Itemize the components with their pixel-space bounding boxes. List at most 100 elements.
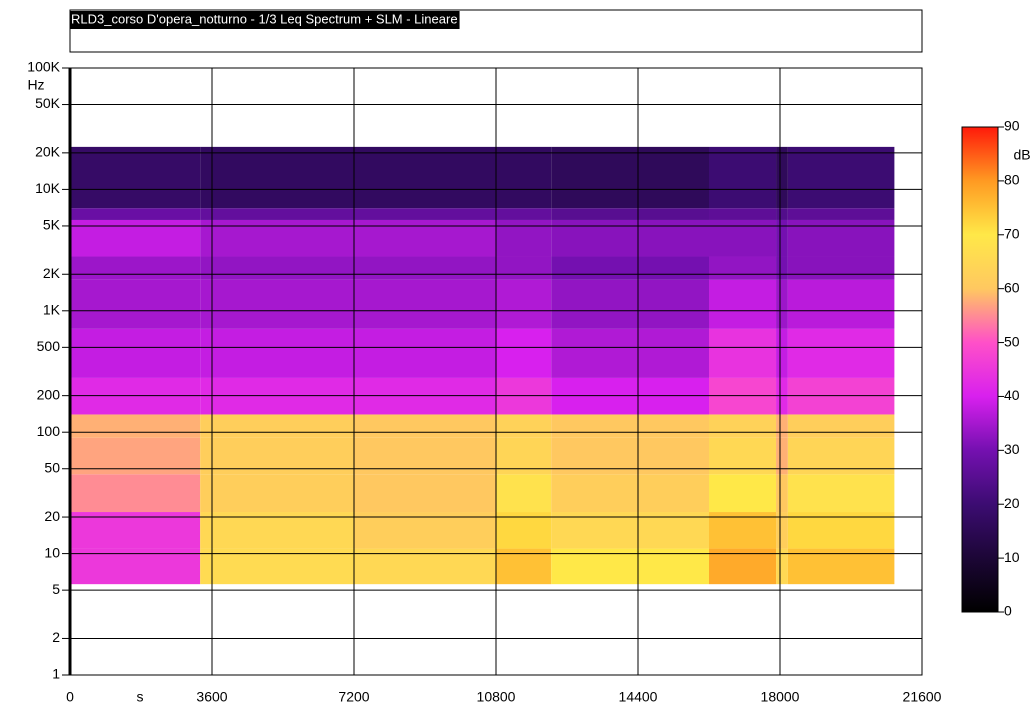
y-tick-label: 500 (37, 338, 61, 354)
x-tick-label: 14400 (619, 689, 658, 705)
heatmap-cell (551, 328, 709, 378)
heatmap-cell (709, 548, 777, 585)
heatmap-cell (776, 279, 788, 329)
heatmap-cell (70, 279, 201, 329)
heatmap-cell (70, 208, 201, 220)
heatmap-cell (354, 146, 496, 209)
heatmap-cell (70, 377, 201, 415)
heatmap-cell (551, 437, 709, 475)
heatmap-cell (354, 208, 496, 220)
heatmap-cell (70, 548, 201, 585)
y-axis-label: Hz (27, 77, 44, 93)
heatmap-cell (496, 437, 552, 475)
colorbar-tick-label: 60 (1004, 279, 1020, 295)
heatmap-cell (200, 256, 354, 280)
heatmap-cell (787, 208, 895, 220)
heatmap-cell (776, 219, 788, 257)
heatmap-cell (200, 437, 354, 475)
x-tick-label: 18000 (761, 689, 800, 705)
y-tick-label: 2K (43, 265, 61, 281)
colorbar-tick-label: 0 (1004, 603, 1012, 619)
heatmap-cell (354, 279, 496, 329)
heatmap-cell (70, 256, 201, 280)
heatmap-cell (787, 437, 895, 475)
heatmap-cell (496, 377, 552, 415)
heatmap-cell (551, 414, 709, 438)
x-tick-label: 10800 (477, 689, 516, 705)
y-tick-label: 10 (44, 544, 60, 560)
heatmap-cell (70, 512, 201, 549)
colorbar-tick-label: 50 (1004, 333, 1020, 349)
heatmap-cell (551, 256, 709, 280)
heatmap-cell (354, 414, 496, 438)
colorbar-tick-label: 20 (1004, 495, 1020, 511)
heatmap-cell (200, 328, 354, 378)
heatmap-cell (70, 414, 201, 438)
heatmap-cell (354, 474, 496, 513)
heatmap-cell (551, 474, 709, 513)
heatmap-cell (354, 377, 496, 415)
heatmap-cell (709, 208, 777, 220)
heatmap-cell (354, 512, 496, 549)
colorbar-tick-label: 80 (1004, 172, 1020, 188)
heatmap-cell (354, 328, 496, 378)
heatmap-cell (200, 146, 354, 209)
heatmap-cell (354, 256, 496, 280)
heatmap-cell (496, 328, 552, 378)
heatmap-cell (709, 377, 777, 415)
heatmap-cell (551, 377, 709, 415)
y-tick-label: 20K (35, 144, 61, 160)
colorbar (961, 126, 999, 613)
heatmap-cell (776, 474, 788, 513)
heatmap-cell (70, 328, 201, 378)
colorbar-tick-label: 10 (1004, 549, 1020, 565)
heatmap-cell (200, 414, 354, 438)
heatmap-cell (776, 437, 788, 475)
heatmap-cell (551, 548, 709, 585)
heatmap-cell (496, 208, 552, 220)
heatmap-cell (787, 328, 895, 378)
y-tick-label: 200 (37, 386, 61, 402)
heatmap-cell (200, 208, 354, 220)
colorbar-tick-label: 70 (1004, 225, 1020, 241)
heatmap-cell (787, 377, 895, 415)
heatmap-cell (200, 279, 354, 329)
heatmap-cell (787, 414, 895, 438)
heatmap-cell (551, 512, 709, 549)
heatmap-cell (200, 474, 354, 513)
colorbar-tick-label: 40 (1004, 387, 1020, 403)
heatmap-cell (354, 437, 496, 475)
title-background (70, 11, 460, 29)
heatmap-cell (200, 548, 354, 585)
colorbar-label: dB (1013, 147, 1030, 163)
heatmap-cell (70, 474, 201, 513)
heatmap-cell (496, 146, 552, 209)
heatmap-cell (787, 256, 895, 280)
y-tick-label: 50K (35, 95, 61, 111)
x-tick-label: 3600 (196, 689, 227, 705)
heatmap-cell (787, 474, 895, 513)
heatmap-cell (709, 414, 777, 438)
heatmap-cell (70, 146, 201, 209)
heatmap-cell (776, 146, 788, 209)
heatmap-cell (354, 548, 496, 585)
heatmap-cell (551, 146, 709, 209)
y-tick-label: 1 (52, 666, 60, 682)
heatmap-cell (70, 437, 201, 475)
heatmap-cell (776, 377, 788, 415)
heatmap-cell (776, 512, 788, 549)
heatmap-cell (709, 146, 777, 209)
heatmap-cell (709, 279, 777, 329)
heatmap-cell (496, 512, 552, 549)
heatmap-cell (200, 377, 354, 415)
heatmap-cell (787, 279, 895, 329)
chart-title: RLD3_corso D'opera_notturno - 1/3 Leq Sp… (71, 11, 458, 26)
colorbar-tick-label: 30 (1004, 441, 1020, 457)
y-tick-label: 20 (44, 508, 60, 524)
heatmap-cell (496, 256, 552, 280)
y-tick-label: 1K (43, 302, 61, 318)
heatmap-cell (496, 414, 552, 438)
y-tick-label: 10K (35, 180, 61, 196)
heatmap-cell (776, 548, 788, 585)
heatmap-cell (776, 208, 788, 220)
